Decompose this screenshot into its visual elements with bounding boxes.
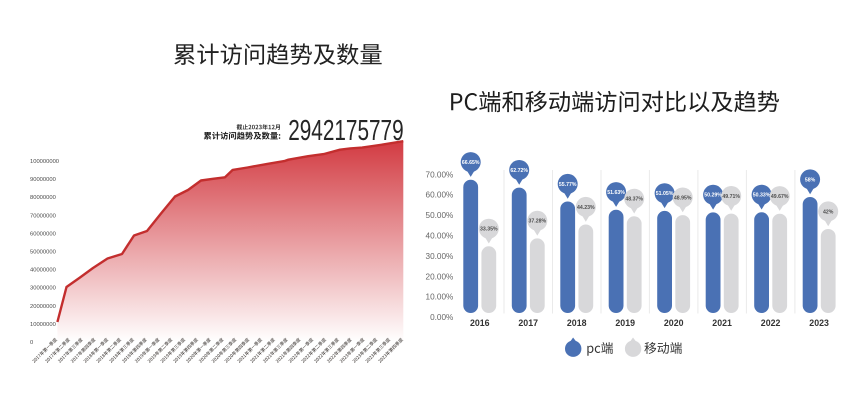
svg-text:2022: 2022 [761,318,781,328]
svg-text:37.28%: 37.28% [528,219,546,225]
svg-text:2020: 2020 [664,318,684,328]
svg-text:42%: 42% [823,209,834,215]
svg-text:90000000: 90000000 [30,177,56,183]
svg-text:2021: 2021 [712,318,732,328]
svg-text:0.00%: 0.00% [430,313,453,322]
svg-text:33.35%: 33.35% [480,227,498,233]
svg-text:48.37%: 48.37% [625,197,643,203]
svg-text:44.23%: 44.23% [577,205,595,211]
svg-text:2019: 2019 [615,318,635,328]
svg-text:58%: 58% [805,177,816,183]
svg-text:50.33%: 50.33% [753,193,771,199]
svg-text:80000000: 80000000 [30,195,56,201]
svg-text:20000000: 20000000 [30,304,56,310]
svg-text:66.65%: 66.65% [462,160,480,166]
svg-text:50.00%: 50.00% [426,211,454,220]
svg-text:55.77%: 55.77% [559,182,577,188]
svg-text:100000000: 100000000 [30,159,59,165]
svg-text:60.00%: 60.00% [426,191,454,200]
svg-text:40000000: 40000000 [30,268,56,274]
svg-text:2017: 2017 [518,318,538,328]
svg-text:62.72%: 62.72% [510,168,528,174]
svg-text:51.63%: 51.63% [607,190,625,196]
svg-text:0: 0 [30,340,33,346]
svg-text:70000000: 70000000 [30,213,56,219]
svg-text:50000000: 50000000 [30,250,56,256]
svg-text:50.29%: 50.29% [704,193,722,199]
svg-text:30.00%: 30.00% [426,252,454,261]
svg-text:30000000: 30000000 [30,286,56,292]
svg-text:10.00%: 10.00% [426,293,454,302]
svg-text:2942175779: 2942175779 [288,115,403,147]
svg-text:48.95%: 48.95% [674,195,692,201]
svg-text:20.00%: 20.00% [426,272,454,281]
svg-text:60000000: 60000000 [30,231,56,237]
svg-text:70.00%: 70.00% [426,170,454,179]
svg-text:2016: 2016 [470,318,490,328]
svg-text:10000000: 10000000 [30,322,56,328]
svg-text:49.71%: 49.71% [722,194,740,200]
svg-text:49.67%: 49.67% [771,194,789,200]
svg-text:2023: 2023 [809,318,829,328]
svg-text:40.00%: 40.00% [426,232,454,241]
svg-text:51.05%: 51.05% [656,191,674,197]
svg-text:2018: 2018 [567,318,587,328]
